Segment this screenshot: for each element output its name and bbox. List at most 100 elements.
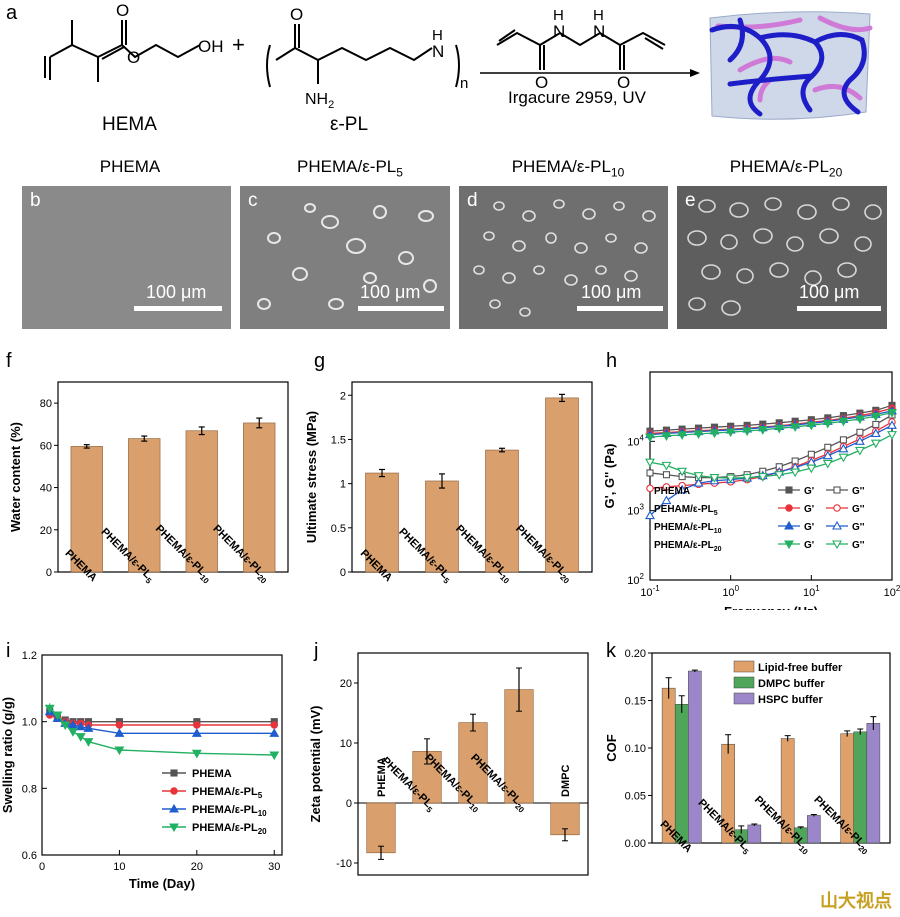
bar [458,722,488,804]
chart-rheology: 10-1 100 101 102 102 103 104 Frequency (Hz) G', … [602,371,900,610]
y-tick-label: 0.05 [625,791,646,803]
pore-pattern [473,199,656,317]
marker [645,433,655,443]
epl-structure [266,24,460,88]
marker [870,428,881,437]
marker [872,420,880,429]
marker [114,728,125,737]
reaction-condition: Irgacure 2959, UV [508,88,647,107]
scale-label: 100 μm [581,282,642,302]
legend-label: PHEMA/ε-PL10 [192,804,267,818]
marker [693,477,704,487]
epl-atom-nh2: NH2 [305,91,334,111]
marker [832,540,842,550]
y-tick-label: 0.00 [625,838,646,850]
epl-atom-o: O [290,5,303,24]
marker [169,823,179,833]
y-axis-label: G', G'' (Pa) [602,444,617,509]
bar [70,446,103,573]
crosslinker-structure [496,29,666,70]
marker [839,436,847,444]
x-tick-label: 0 [39,861,45,873]
crosslinker-atom-h2: H [593,7,604,24]
y-tick-label: 20 [340,678,352,690]
x-tick-label: 102 [884,584,900,599]
marker [191,728,202,737]
y-tick-label: 60 [40,440,52,452]
legend-label: HSPC buffer [758,694,824,706]
reaction-arrowhead [690,69,700,77]
marker [757,426,768,435]
scale-bar [134,306,222,311]
marker [83,723,94,732]
panel-label-g: g [314,350,326,372]
legend-label: G'' [852,540,865,551]
y-tick-label: 0 [346,798,352,810]
panel-label-b: b [30,190,41,211]
x-tick-label: 10 [113,861,125,873]
bar [485,449,519,573]
marker [807,450,815,458]
marker [833,504,841,512]
bar [366,802,396,854]
marker [725,474,736,484]
y-axis-label: Ultimate stress (MPa) [304,411,319,543]
scale-label: 100 μm [799,282,860,302]
legend-label: PHEMA/ε-PL20 [192,822,267,836]
pore-pattern [257,203,437,310]
y-tick-label: 1 [340,479,346,491]
y-tick-label: 1.5 [331,434,346,446]
marker [269,728,280,737]
series-line [649,411,893,438]
marker [774,424,785,434]
panel-label-h: h [606,350,618,372]
marker [645,510,655,520]
legend-swatch [733,692,755,705]
scale-label: 100 μm [360,282,421,302]
y-tick-label: 1.0 [22,717,37,729]
y-tick-label: 0.5 [331,523,346,535]
bar-label: PHEMA [376,757,388,797]
panel-label-d: d [467,190,478,211]
marker [170,787,178,795]
legend-label: G'' [852,504,865,515]
marker [822,459,833,469]
sem-title-d: PHEMA/ε-PL10 [511,157,625,180]
hema-label: HEMA [102,114,157,135]
marker [662,471,671,479]
sem-image-d: d 100 μm [459,186,668,329]
marker [832,520,842,530]
marker [191,749,202,759]
series-line [649,434,893,479]
marker [75,733,86,742]
legend-label: G' [804,540,814,551]
marker [784,540,794,550]
marker [677,467,688,477]
y-tick-label: 20 [40,525,52,537]
marker [790,468,801,478]
panel-label-f: f [6,350,12,372]
y-axis-label: COF [604,734,619,762]
crosslinker-atom-h1: H [553,7,564,24]
legend-swatch [733,676,755,689]
sem-title-b: PHEMA [99,157,161,176]
scale-label: 100 μm [146,282,207,302]
y-tick-label: 10 [340,738,352,750]
marker [742,427,753,437]
y-tick-label: 102 [627,572,644,587]
marker [693,472,704,481]
sem-title-e: PHEMA/ε-PL20 [729,157,843,180]
scale-bar [358,306,444,311]
legend-label: G'' [852,486,865,497]
bar [185,430,218,573]
hema-structure [44,20,201,82]
series-line [649,404,893,432]
bar [365,472,399,573]
series-line [649,424,893,517]
marker [661,461,672,471]
marker [854,415,865,425]
series-line [649,414,893,479]
crosslinker-atom-o2: O [617,73,630,92]
marker [785,486,793,494]
